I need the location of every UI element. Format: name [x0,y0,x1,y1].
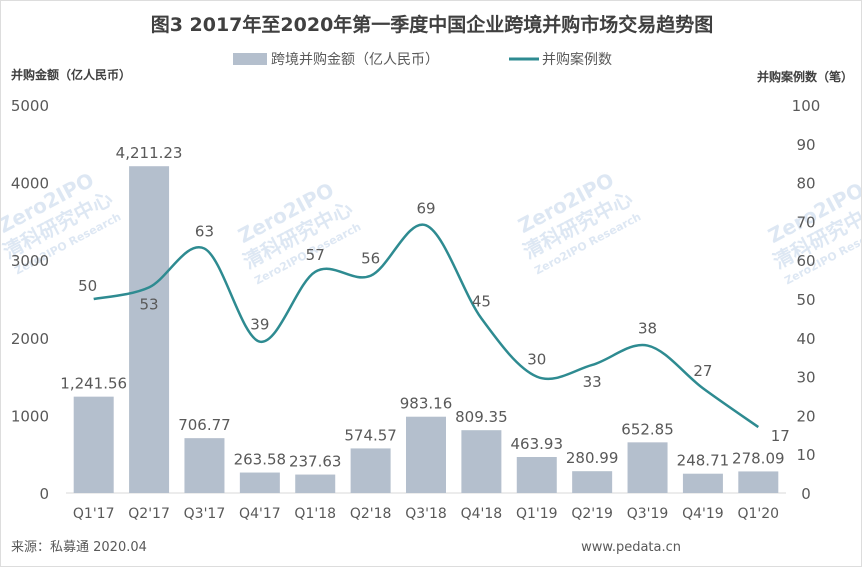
x-tick-label: Q2'19 [571,506,613,522]
y-tick-label: 3000 [11,252,49,270]
line-data-label: 63 [195,223,214,241]
legend-bar-swatch [233,53,267,65]
y-tick-label: 4000 [11,175,49,193]
x-tick-label: Q3'18 [405,506,447,522]
line-data-label: 38 [638,320,657,338]
legend-line-label: 并购案例数 [542,51,612,68]
x-tick-label: Q1'20 [738,506,780,522]
bar-amount [239,472,280,493]
y2-tick-label: 0 [801,485,811,503]
bar-amount [572,471,613,493]
y2-axis-title: 并购案例数（笔） [757,69,853,84]
line-data-label: 45 [472,292,491,310]
line-data-label: 69 [416,199,435,217]
x-tick-label: Q3'17 [184,506,226,522]
x-tick-label: Q2'18 [350,506,392,522]
website: www.pedata.cn [581,540,681,555]
x-tick-label: Q1'19 [516,506,558,522]
bar-data-label: 280.99 [566,449,619,467]
x-tick-label: Q2'17 [128,506,170,522]
legend-bar-label: 跨境并购金额（亿人民币） [271,52,439,68]
bar-data-label: 1,241.56 [60,375,127,393]
y2-tick-label: 70 [796,213,815,231]
y2-tick-label: 40 [796,330,815,348]
y2-tick-label: 100 [792,97,821,115]
bar-amount [682,473,723,493]
line-data-label: 50 [78,277,97,295]
bar-amount [129,166,170,493]
x-tick-label: Q4'17 [239,506,281,522]
bar-amount [738,471,779,493]
x-tick-label: Q1'18 [294,506,336,522]
bar-amount [184,438,225,493]
chart-title: 图3 2017年至2020年第一季度中国企业跨境并购市场交易趋势图 [151,13,714,36]
bar-data-label: 652.85 [621,420,674,438]
x-tick-label: Q4'19 [682,506,724,522]
line-data-label: 39 [250,316,269,334]
y2-tick-label: 10 [796,446,815,464]
bar-amount [350,448,391,493]
line-data-label: 17 [771,427,790,445]
bar-amount [73,396,114,493]
x-tick-label: Q1'17 [73,506,115,522]
y2-tick-label: 20 [796,407,815,425]
y2-tick-label: 90 [796,136,815,154]
line-data-label: 57 [306,246,325,264]
bar-data-label: 248.71 [677,452,730,470]
y-tick-label: 2000 [11,330,49,348]
bar-data-label: 706.77 [178,416,231,434]
y2-tick-label: 50 [796,291,815,309]
x-tick-label: Q3'19 [627,506,669,522]
line-data-label: 27 [693,362,712,380]
y-tick-label: 1000 [11,407,49,425]
y-tick-label: 0 [39,485,49,503]
bar-data-label: 809.35 [455,408,508,426]
bar-amount [295,474,336,493]
y-tick-label: 5000 [11,97,49,115]
line-data-label: 53 [140,295,159,313]
source-note: 来源：私募通 2020.04 [11,540,147,555]
line-data-label: 33 [583,373,602,391]
bar-data-label: 983.16 [400,395,453,413]
bar-amount [516,456,557,493]
line-data-label: 30 [527,351,546,369]
line-data-label: 56 [361,250,380,268]
y-axis-title: 并购金额（亿人民币） [11,67,131,82]
bar-data-label: 237.63 [289,453,342,471]
bar-data-label: 574.57 [344,426,397,444]
y2-tick-label: 80 [796,175,815,193]
bar-data-label: 4,211.23 [116,144,183,162]
bar-data-label: 263.58 [234,451,287,469]
y2-tick-label: 60 [796,252,815,270]
bar-amount [461,430,502,493]
bar-amount [627,442,668,493]
y2-tick-label: 30 [796,369,815,387]
bar-amount [406,416,446,493]
series-line-deals [93,223,760,429]
bar-data-label: 463.93 [511,435,564,453]
bar-data-label: 278.09 [732,449,785,467]
x-tick-label: Q4'18 [461,506,503,522]
